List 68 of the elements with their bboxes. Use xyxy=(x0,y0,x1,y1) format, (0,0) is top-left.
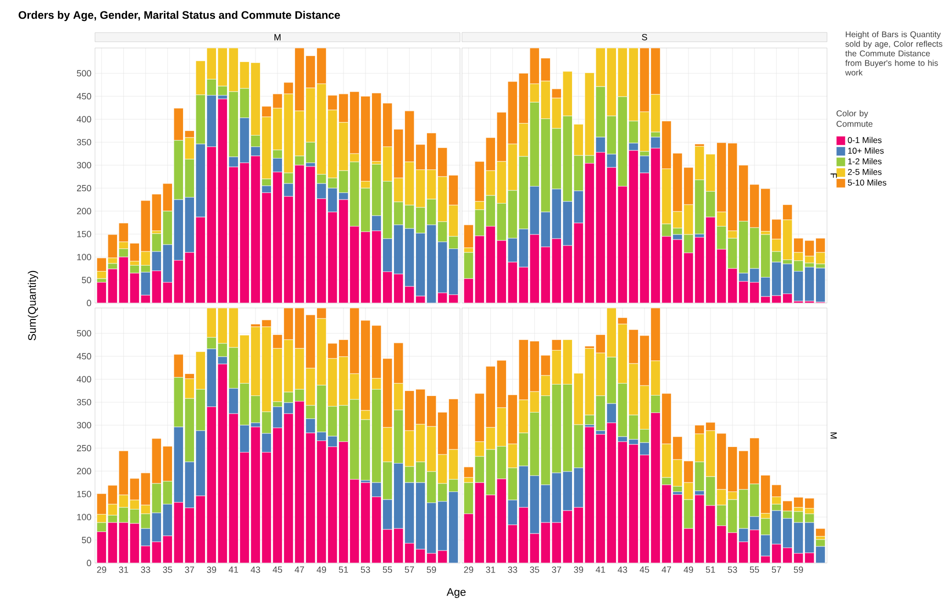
legend-label: 0-1 Miles xyxy=(848,136,882,144)
y-tick-label: 450 xyxy=(76,93,92,100)
y-tick-label: 400 xyxy=(76,116,92,122)
x-tick-label: 33 xyxy=(140,566,150,573)
y-tick-label: 350 xyxy=(76,398,92,406)
y-tick-label: 500 xyxy=(76,70,92,76)
text: Orders by Age, Gender, Marital Status and Commute Distance xyxy=(18,10,340,22)
y-tick-label: 400 xyxy=(76,376,92,382)
x-axis-title: Age xyxy=(446,588,466,598)
x-tick-label: 35 xyxy=(530,566,540,573)
legend-label: 1-2 Miles xyxy=(848,158,882,164)
x-tick-label: 49 xyxy=(316,566,326,573)
x-tick-label: 57 xyxy=(772,566,781,573)
y-tick-label: 450 xyxy=(76,353,92,360)
chart-title: M xyxy=(274,34,281,40)
y-tick-label: 0 xyxy=(86,560,92,566)
x-tick-label: 57 xyxy=(404,566,414,573)
legend-title: Color by Commute xyxy=(836,110,872,127)
x-tick-label: 39 xyxy=(206,566,216,573)
x-tick-label: 47 xyxy=(662,566,672,573)
y-tick-label: 150 xyxy=(77,490,92,498)
x-tick-label: 43 xyxy=(250,566,260,573)
x-tick-label: 53 xyxy=(728,566,738,573)
x-tick-label: 29 xyxy=(464,566,474,573)
x-tick-label: 51 xyxy=(338,566,348,573)
x-tick-label: 55 xyxy=(382,566,392,573)
x-tick-label: 39 xyxy=(574,566,584,573)
x-tick-label: 37 xyxy=(184,566,194,573)
y-tick-label: 200 xyxy=(76,468,92,474)
legend-label: 5-10 Miles xyxy=(848,179,886,186)
y-axis-title: Sum(Quantity) xyxy=(28,270,38,340)
x-tick-label: 49 xyxy=(684,566,694,573)
y-tick-label: 50 xyxy=(82,536,92,544)
x-tick-label: 45 xyxy=(272,566,282,573)
y-tick-label: 500 xyxy=(76,330,92,336)
legend-label: 10+ Miles xyxy=(848,147,884,154)
y-tick-label: 350 xyxy=(76,138,92,146)
x-tick-label: 47 xyxy=(294,566,304,573)
x-tick-label: 31 xyxy=(486,566,496,573)
x-tick-label: 55 xyxy=(750,566,760,573)
x-tick-label: 45 xyxy=(640,566,650,573)
y-tick-label: 100 xyxy=(77,254,92,260)
x-tick-label: 37 xyxy=(552,566,562,573)
x-tick-label: 35 xyxy=(162,566,172,573)
x-tick-label: 59 xyxy=(794,566,803,573)
x-tick-label: 31 xyxy=(118,566,128,573)
legend-label: 2-5 Miles xyxy=(848,168,882,175)
x-tick-label: 43 xyxy=(618,566,628,573)
y-tick-label: 0 xyxy=(86,300,92,306)
x-tick-label: 41 xyxy=(228,566,238,573)
x-tick-label: 41 xyxy=(596,566,606,573)
x-tick-label: 33 xyxy=(508,566,518,573)
y-tick-label: 50 xyxy=(82,276,92,284)
y2-axis-title: M xyxy=(830,432,837,438)
y2-axis-title: F xyxy=(830,173,837,178)
x-tick-label: 53 xyxy=(360,566,370,573)
y-tick-label: 150 xyxy=(77,230,92,238)
x-tick-label: 51 xyxy=(706,566,716,573)
chart-title: S xyxy=(642,34,648,40)
y-tick-label: 300 xyxy=(76,162,92,168)
y-tick-label: 100 xyxy=(77,514,92,520)
y-tick-label: 300 xyxy=(76,422,92,428)
text: Height of Bars is Quantity sold by age, Color reflects the Commute Distance from Buyer's home to his work xyxy=(845,31,942,76)
y-tick-label: 200 xyxy=(76,208,92,214)
y-tick-label: 250 xyxy=(76,184,92,192)
y-tick-label: 250 xyxy=(76,444,92,452)
x-tick-label: 59 xyxy=(426,566,436,573)
x-tick-label: 29 xyxy=(97,566,106,573)
